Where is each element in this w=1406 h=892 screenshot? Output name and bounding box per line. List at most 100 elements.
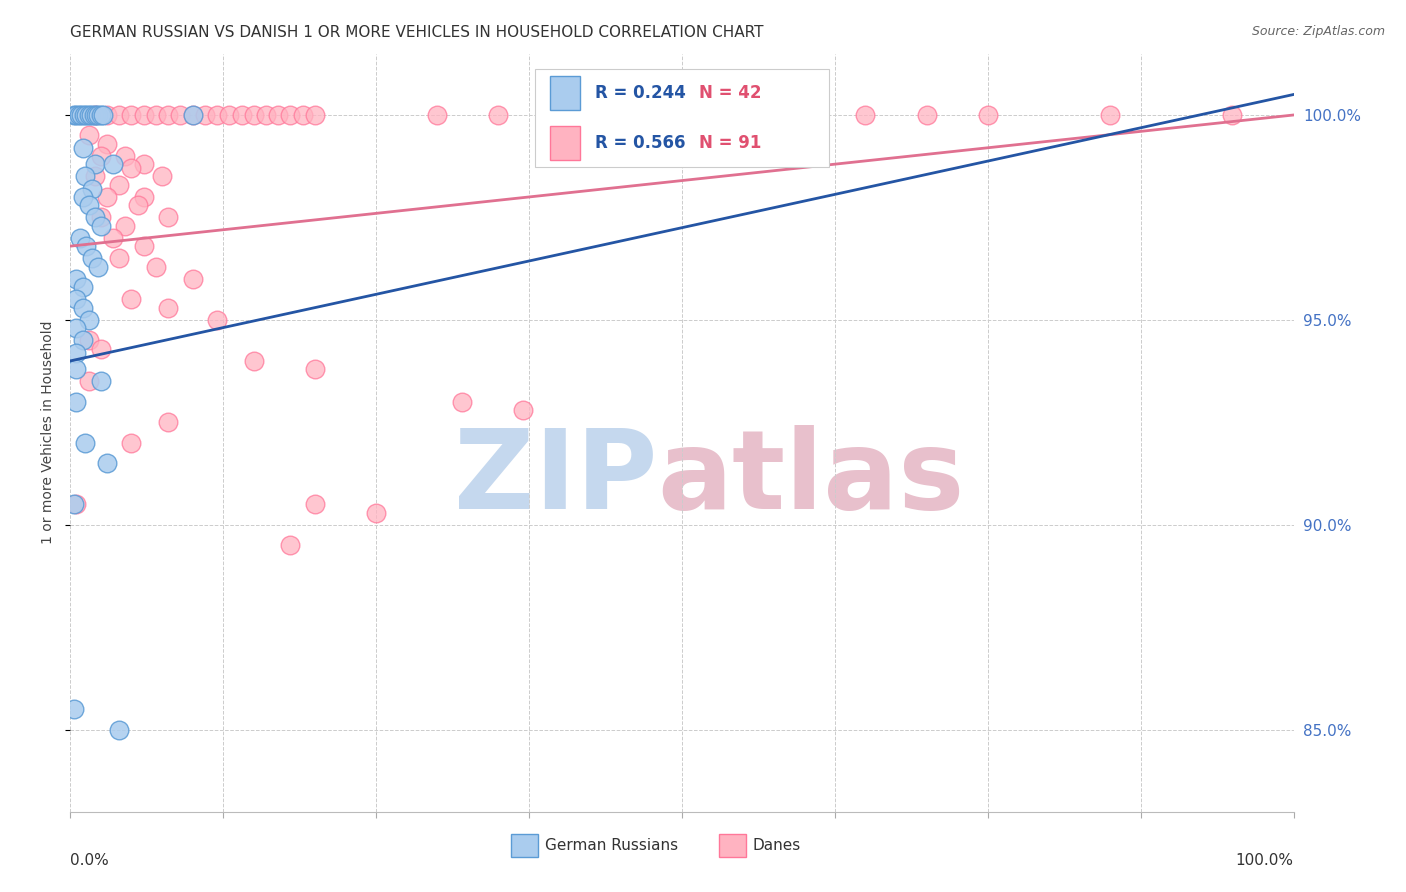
Point xyxy=(72,190,94,204)
Point xyxy=(280,108,302,122)
Text: 100.0%: 100.0% xyxy=(1236,854,1294,869)
Point xyxy=(1220,108,1243,122)
Point xyxy=(150,169,173,184)
Point xyxy=(77,128,100,143)
Point xyxy=(75,108,97,122)
Text: ZIP: ZIP xyxy=(454,425,658,532)
Point xyxy=(82,182,104,196)
Point xyxy=(96,190,118,204)
Point xyxy=(121,161,143,176)
Point xyxy=(243,354,266,368)
Point xyxy=(73,435,96,450)
Point xyxy=(90,342,112,356)
Point xyxy=(80,108,103,122)
Text: Danes: Danes xyxy=(752,838,801,854)
Point xyxy=(121,108,143,122)
Point xyxy=(145,260,167,274)
Point xyxy=(108,723,131,737)
Point xyxy=(169,108,191,122)
Point xyxy=(96,136,118,151)
Point xyxy=(82,252,104,266)
Point xyxy=(108,252,131,266)
Point xyxy=(114,219,136,233)
Text: 0.0%: 0.0% xyxy=(70,854,110,869)
Point xyxy=(512,403,534,417)
Point xyxy=(915,108,938,122)
Point xyxy=(280,538,302,552)
Point xyxy=(108,178,131,192)
Point xyxy=(132,239,155,253)
Point xyxy=(101,157,124,171)
Point xyxy=(157,301,180,315)
Point xyxy=(121,293,143,307)
Point xyxy=(73,169,96,184)
Point xyxy=(96,456,118,470)
Point xyxy=(426,108,449,122)
Point xyxy=(90,149,112,163)
Point xyxy=(65,108,87,122)
Text: German Russians: German Russians xyxy=(546,838,678,854)
Point xyxy=(1099,108,1122,122)
Point xyxy=(72,280,94,294)
Point xyxy=(90,108,112,122)
Point xyxy=(87,260,110,274)
Point xyxy=(855,108,877,122)
Point xyxy=(83,169,105,184)
Text: R = 0.244: R = 0.244 xyxy=(595,85,686,103)
Point xyxy=(132,157,155,171)
Text: Source: ZipAtlas.com: Source: ZipAtlas.com xyxy=(1251,25,1385,38)
Point xyxy=(90,375,112,389)
Point xyxy=(218,108,240,122)
Point xyxy=(157,416,180,430)
Point xyxy=(450,395,472,409)
Point xyxy=(72,334,94,348)
Point xyxy=(65,362,87,376)
FancyBboxPatch shape xyxy=(550,77,581,111)
Point xyxy=(101,231,124,245)
Point xyxy=(69,231,91,245)
Point xyxy=(181,272,204,286)
Point xyxy=(83,211,105,225)
Point xyxy=(304,108,326,122)
Point xyxy=(63,497,86,511)
Point xyxy=(267,108,290,122)
Point xyxy=(73,108,96,122)
Point xyxy=(65,345,87,359)
Y-axis label: 1 or more Vehicles in Household: 1 or more Vehicles in Household xyxy=(41,321,55,544)
Text: R = 0.566: R = 0.566 xyxy=(595,134,686,152)
Point xyxy=(63,702,86,716)
Point xyxy=(83,108,105,122)
Point xyxy=(65,272,87,286)
Point xyxy=(90,211,112,225)
FancyBboxPatch shape xyxy=(550,126,581,160)
Point xyxy=(84,108,107,122)
Point xyxy=(145,108,167,122)
Point xyxy=(65,293,87,307)
Point xyxy=(157,211,180,225)
Point xyxy=(132,190,155,204)
Text: N = 42: N = 42 xyxy=(699,85,762,103)
Point xyxy=(77,198,100,212)
Point xyxy=(91,108,114,122)
Point xyxy=(65,321,87,335)
Point xyxy=(63,108,86,122)
Point xyxy=(77,313,100,327)
Point xyxy=(181,108,204,122)
Point xyxy=(87,108,110,122)
Point xyxy=(132,108,155,122)
Point xyxy=(121,435,143,450)
Point xyxy=(304,497,326,511)
Point xyxy=(77,375,100,389)
Point xyxy=(72,141,94,155)
Point xyxy=(243,108,266,122)
Text: N = 91: N = 91 xyxy=(699,134,762,152)
Point xyxy=(108,108,131,122)
Point xyxy=(114,149,136,163)
Point xyxy=(90,219,112,233)
Point xyxy=(77,108,100,122)
Point xyxy=(127,198,149,212)
Point xyxy=(291,108,314,122)
Point xyxy=(366,506,388,520)
Point xyxy=(205,108,228,122)
Point xyxy=(72,301,94,315)
